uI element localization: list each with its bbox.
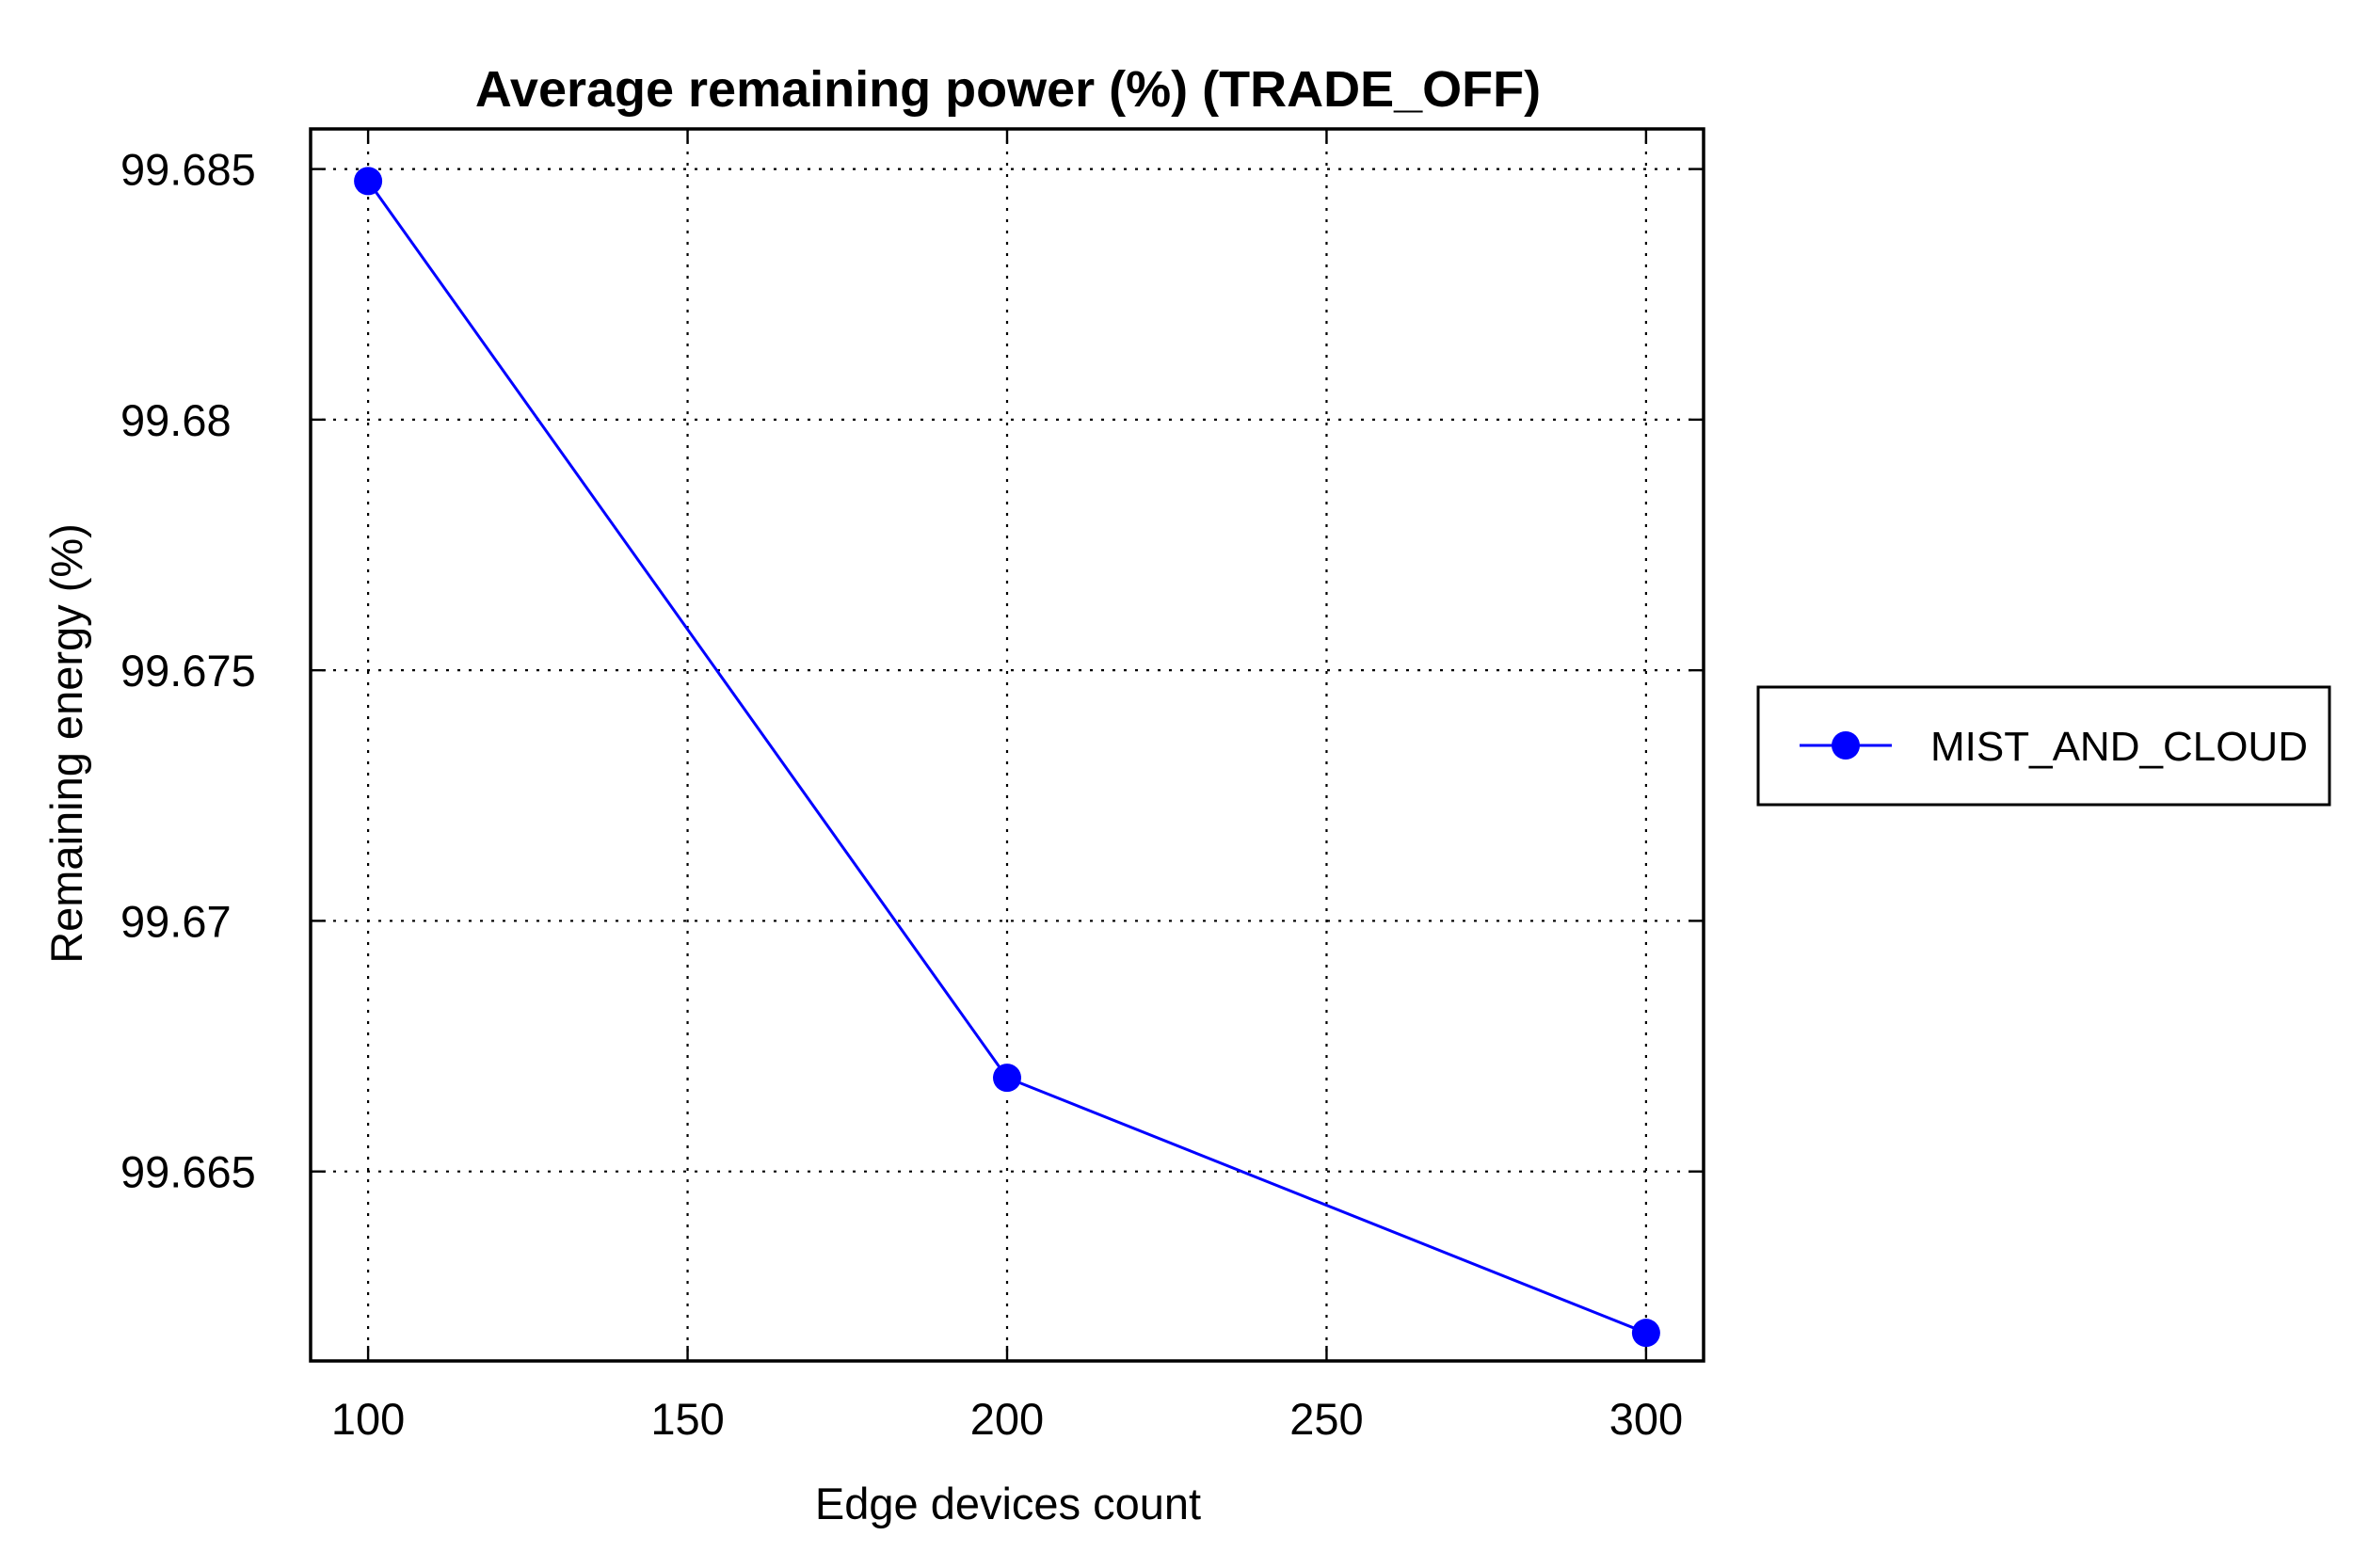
data-point [993, 1064, 1021, 1093]
legend-series-label: MIST_AND_CLOUD [1930, 724, 2308, 770]
y-tick-label: 99.67 [120, 896, 232, 946]
chart-title: Average remaining power (%) (TRADE_OFF) [475, 61, 1541, 118]
y-tick-label: 99.68 [120, 395, 232, 445]
data-point [1631, 1319, 1660, 1348]
x-tick-label: 150 [650, 1394, 724, 1444]
y-axis-tick-labels: 99.665 99.67 99.675 99.68 99.685 [120, 145, 256, 1197]
y-tick-label: 99.665 [120, 1147, 256, 1197]
axis-ticks [311, 129, 1704, 1361]
x-tick-label: 100 [331, 1394, 405, 1444]
y-tick-label: 99.685 [120, 145, 256, 195]
x-tick-label: 250 [1289, 1394, 1363, 1444]
x-axis-label: Edge devices count [815, 1479, 1201, 1528]
legend: MIST_AND_CLOUD [1756, 685, 2331, 807]
x-tick-label: 300 [1609, 1394, 1683, 1444]
y-tick-label: 99.675 [120, 646, 256, 696]
plot-series [354, 167, 1660, 1348]
plot-frame [309, 127, 1705, 1363]
legend-series-marker [1832, 731, 1860, 760]
grid-lines [311, 129, 1704, 1361]
x-axis-tick-labels: 100 150 200 250 300 [331, 1394, 1683, 1444]
x-tick-label: 200 [970, 1394, 1044, 1444]
y-axis-label: Remaining energy (%) [41, 523, 91, 964]
data-point [354, 167, 383, 196]
